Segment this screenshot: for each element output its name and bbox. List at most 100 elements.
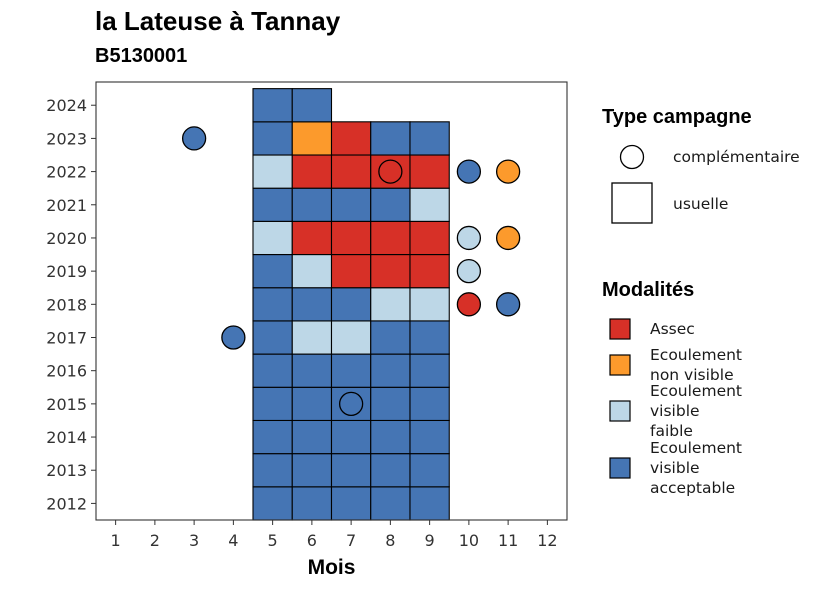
point-2022-10 — [456, 159, 482, 184]
tile-2024-6 — [291, 88, 333, 123]
x-tick-label: 5 — [268, 531, 278, 550]
legend-title-type: Type campagne — [602, 106, 752, 128]
tile-2018-9 — [409, 287, 450, 322]
tile-2023-6 — [291, 121, 333, 156]
tile-2020-8 — [370, 220, 411, 256]
x-tick-label: 11 — [498, 531, 518, 550]
y-tick-label: 2012 — [46, 494, 87, 513]
tile-2018-6 — [291, 287, 333, 322]
tile-2016-5 — [252, 353, 293, 388]
legend-key-ecoulement-non-visible — [609, 354, 631, 376]
tile-2020-5 — [252, 220, 293, 256]
x-tick-label: 8 — [385, 531, 395, 550]
tiles-layer — [252, 88, 450, 521]
legend-label-complementaire: complémentaire — [673, 148, 800, 166]
tile-2012-7 — [330, 486, 372, 521]
tile-2015-8 — [370, 386, 411, 422]
tile-2013-5 — [252, 453, 293, 488]
tile-2019-8 — [370, 253, 411, 289]
tile-2022-5 — [252, 154, 293, 189]
point-2018-11 — [495, 292, 521, 317]
tile-2014-9 — [409, 419, 450, 455]
tile-2014-8 — [370, 419, 411, 455]
point-2023-3 — [181, 126, 207, 151]
tile-2022-6 — [291, 154, 333, 189]
tile-2019-9 — [409, 253, 450, 289]
tile-2022-9 — [409, 154, 450, 189]
point-2022-11 — [495, 159, 521, 184]
x-tick-label: 4 — [228, 531, 238, 550]
legend: Type campagne complémentaire usuelle Modali… — [602, 106, 800, 497]
chart-subtitle: B5130001 — [95, 45, 188, 67]
point-2018-10 — [456, 292, 482, 317]
tile-2013-6 — [291, 453, 333, 488]
tile-2018-5 — [252, 287, 293, 322]
legend-label-line: faible — [650, 422, 693, 440]
legend-label-line: visible — [650, 402, 700, 420]
y-tick-label: 2018 — [46, 295, 87, 314]
tile-2018-7 — [330, 287, 372, 322]
panel-border — [95, 81, 568, 521]
x-tick-label: 2 — [150, 531, 160, 550]
y-tick-label: 2019 — [46, 262, 87, 281]
legend-title-modalites: Modalités — [602, 279, 694, 301]
legend-label-line: Ecoulement — [650, 382, 742, 400]
tile-2017-6 — [291, 320, 333, 355]
legend-label-line: acceptable — [650, 479, 735, 497]
tile-2023-7 — [330, 121, 372, 156]
tile-2019-6 — [291, 253, 333, 289]
tile-2017-7 — [330, 320, 372, 355]
legend-circle-key — [619, 144, 645, 170]
x-tick-label: 3 — [189, 531, 199, 550]
points-layer — [181, 126, 521, 417]
y-tick-label: 2013 — [46, 461, 87, 480]
legend-label-usuelle: usuelle — [673, 195, 728, 213]
x-tick-label: 6 — [307, 531, 317, 550]
point-2020-10 — [456, 225, 482, 251]
tile-2012-8 — [370, 486, 411, 521]
point-2017-4 — [221, 325, 246, 350]
x-tick-label: 7 — [346, 531, 356, 550]
y-tick-label: 2021 — [46, 196, 87, 215]
tile-2015-9 — [409, 386, 450, 422]
tile-2013-7 — [330, 453, 372, 488]
y-tick-label: 2022 — [46, 163, 87, 182]
y-tick-label: 2014 — [46, 428, 87, 447]
tile-2016-7 — [330, 353, 372, 388]
tile-2021-5 — [252, 187, 293, 222]
tile-2023-5 — [252, 121, 293, 156]
tile-2016-6 — [291, 353, 333, 388]
x-tick-label: 12 — [537, 531, 557, 550]
x-axis-title: Mois — [308, 556, 356, 579]
tile-2016-9 — [409, 353, 450, 388]
tile-2012-6 — [291, 486, 333, 521]
legend-label-line: Ecoulement — [650, 439, 742, 457]
point-2020-11 — [495, 225, 521, 251]
legend-label-line: Assec — [650, 320, 695, 338]
tile-2017-9 — [409, 320, 450, 355]
x-tick-label: 10 — [459, 531, 479, 550]
tile-2013-9 — [409, 453, 450, 488]
point-2015-7 — [338, 391, 364, 417]
legend-label-line: Ecoulement — [650, 346, 742, 364]
y-tick-label: 2023 — [46, 129, 87, 148]
tile-2016-8 — [370, 353, 411, 388]
tile-2024-5 — [252, 88, 293, 123]
tile-2015-5 — [252, 386, 293, 422]
legend-key-assec — [609, 318, 631, 340]
tile-2019-7 — [330, 253, 372, 289]
tile-2021-7 — [330, 187, 372, 222]
y-tick-label: 2016 — [46, 362, 87, 381]
tile-2014-6 — [291, 419, 333, 455]
legend-key-ecoulement-visible-acceptable — [609, 457, 631, 479]
tile-2012-9 — [409, 486, 450, 521]
y-tick-label: 2024 — [46, 96, 87, 115]
tile-2020-9 — [409, 220, 450, 256]
x-tick-label: 9 — [425, 531, 435, 550]
y-tick-label: 2017 — [46, 329, 87, 348]
legend-label-line: non visible — [650, 366, 734, 384]
y-tick-label: 2015 — [46, 395, 87, 414]
tile-2018-8 — [370, 287, 411, 322]
tile-2021-6 — [291, 187, 333, 222]
